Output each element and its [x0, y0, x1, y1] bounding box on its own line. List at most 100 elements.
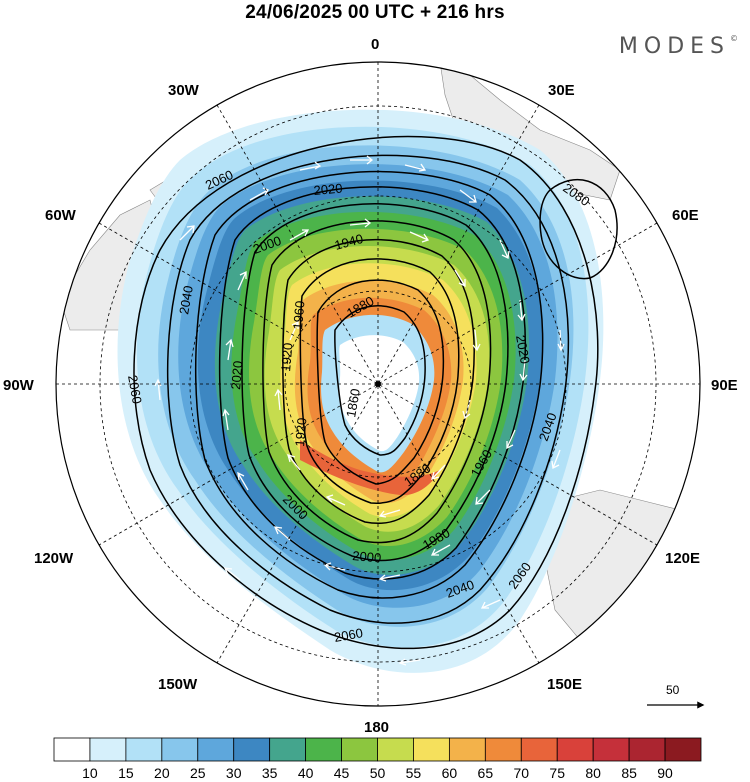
- meridian-30: [216, 104, 540, 664]
- map-border: [55, 61, 701, 707]
- brand-mark: ©: [730, 33, 738, 43]
- map-disc: [56, 62, 700, 706]
- contour-1920: [299, 258, 460, 504]
- contour-1980: [241, 203, 509, 562]
- wind-vector: [472, 329, 481, 352]
- reference-vector-label: 50: [666, 683, 680, 697]
- wind-vector: [519, 359, 528, 382]
- lon-label-150e: 150E: [547, 676, 582, 693]
- contour-label: 2000: [352, 548, 382, 565]
- colorbar: 10 15 20 25 30 35 40 45 50 55 60 65 70 75 80 85 90: [53, 737, 702, 781]
- wind-vector: [289, 320, 299, 341]
- colorbar-swatch: [341, 737, 378, 762]
- contour-2040: [166, 154, 570, 624]
- wind-vector: [480, 599, 501, 609]
- wind-vector: [179, 225, 195, 241]
- lon-label-60e: 60E: [672, 207, 699, 224]
- colorbar-swatch: [664, 737, 702, 762]
- graticule: [56, 62, 700, 706]
- lon-label-150w: 150W: [158, 676, 198, 693]
- contour-2060-outer: [133, 135, 599, 650]
- longitude-labels: 0 30E 60E 90E 120E 150E 180 150W 120W 90…: [3, 36, 738, 736]
- colorbar-label: 10: [82, 765, 98, 781]
- colorbar-label: 35: [262, 765, 278, 781]
- contour-label: 2060: [125, 374, 145, 405]
- contour-label: 1860: [343, 387, 363, 418]
- colorbar-swatch: [197, 737, 235, 762]
- wind-vector: [299, 161, 322, 171]
- wind-vector: [506, 429, 516, 450]
- colorbar-label: 85: [621, 765, 637, 781]
- wind-vector: [287, 454, 301, 471]
- colorbar-label: 90: [657, 765, 673, 781]
- lon-label-120w: 120W: [34, 550, 74, 567]
- colorbar-swatch: [269, 737, 307, 762]
- colorbar-label: 75: [549, 765, 565, 781]
- contour-1860: [334, 305, 426, 456]
- contour-label: 2060: [333, 625, 364, 645]
- contour-1880: [316, 279, 445, 485]
- contour-label: 1920: [292, 417, 309, 447]
- wind-band-inner-10: [339, 335, 420, 452]
- contour-high-2080: [539, 179, 618, 280]
- colorbar-label: 45: [334, 765, 350, 781]
- colorbar-label: 80: [585, 765, 601, 781]
- colorbar-swatch: [305, 737, 342, 762]
- colorbar-swatch: [233, 737, 271, 762]
- wind-vector: [459, 189, 477, 203]
- colorbar-swatch: [377, 737, 414, 762]
- contour-1960: [262, 220, 492, 544]
- wind-vector: [378, 574, 401, 582]
- wind-vector: [237, 471, 249, 491]
- colorbar-label: 60: [442, 765, 458, 781]
- colorbar-swatch: [161, 737, 199, 762]
- colorbar-label: 50: [370, 765, 386, 781]
- colorbar-label: 40: [298, 765, 314, 781]
- colorbar-swatch: [592, 737, 630, 762]
- contour-label: 1960: [290, 300, 307, 330]
- wind-band-75: [300, 440, 440, 496]
- lon-label-0: 0: [371, 36, 379, 53]
- south-pole-marker: [375, 381, 381, 387]
- wind-vector: [325, 494, 346, 506]
- meridian-60: [98, 222, 658, 546]
- reference-vector: 50: [647, 683, 705, 709]
- wind-vector: [273, 526, 291, 541]
- wind-vector: [517, 299, 526, 322]
- colorbar-swatch: [125, 737, 163, 762]
- brand-text: MODES: [618, 34, 730, 59]
- meridian-60: [98, 222, 658, 546]
- map-title: 24/06/2025 00 UTC + 216 hrs: [245, 2, 505, 23]
- lon-label-30e: 30E: [548, 82, 575, 99]
- colorbar-swatch: [89, 737, 127, 762]
- wind-vector: [223, 567, 241, 581]
- brand-logo: MODES©: [619, 34, 738, 59]
- colorbar-label: 70: [513, 765, 529, 781]
- colorbar-swatch: [53, 737, 91, 762]
- contour-label: 2020: [313, 181, 343, 198]
- colorbar-swatch: [484, 737, 522, 762]
- lon-label-180: 180: [364, 719, 389, 736]
- wind-vector: [454, 269, 466, 288]
- wind-vector: [475, 489, 491, 505]
- wind-vector: [430, 544, 451, 556]
- lon-label-30w: 30W: [168, 82, 200, 99]
- colorbar-label: 20: [154, 765, 170, 781]
- colorbar-swatch: [413, 737, 450, 762]
- wind-vector: [378, 509, 401, 518]
- contour-2000: [218, 186, 526, 580]
- wind-vector: [222, 408, 230, 431]
- wind-vector: [431, 464, 446, 480]
- wind-vector: [237, 270, 247, 291]
- lon-label-120e: 120E: [665, 550, 700, 567]
- wind-vector: [274, 388, 283, 411]
- contour-label: 1920: [278, 342, 295, 372]
- colorbar-swatch: [556, 737, 594, 762]
- contour-label: 1940: [333, 231, 365, 253]
- contour-label: 2020: [228, 360, 245, 390]
- colorbar-label: 65: [478, 765, 494, 781]
- wind-vector: [349, 218, 372, 228]
- wind-vector: [499, 239, 510, 259]
- height-contours: [133, 135, 618, 650]
